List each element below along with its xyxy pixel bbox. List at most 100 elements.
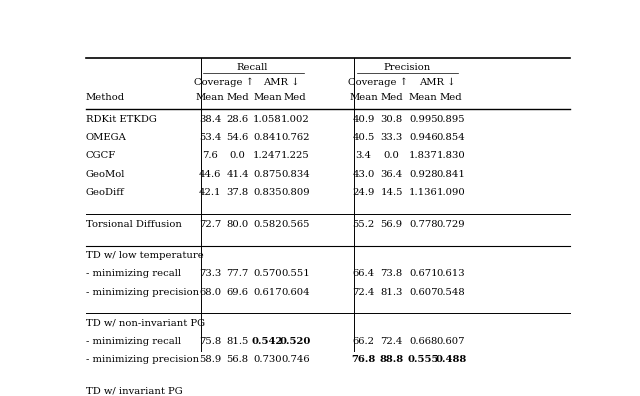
Text: 0.548: 0.548 — [436, 287, 465, 297]
Text: Mean: Mean — [196, 93, 225, 102]
Text: - minimizing precision: - minimizing precision — [86, 287, 199, 297]
Text: 40.5: 40.5 — [353, 133, 375, 142]
Text: 1.247: 1.247 — [253, 151, 282, 160]
Text: 1.837: 1.837 — [409, 151, 438, 160]
Text: 73.8: 73.8 — [380, 269, 403, 278]
Text: 0.778: 0.778 — [409, 220, 438, 229]
Text: 0.565: 0.565 — [281, 220, 310, 229]
Text: 75.8: 75.8 — [199, 337, 221, 346]
Text: 56.8: 56.8 — [227, 355, 249, 364]
Text: 80.0: 80.0 — [227, 220, 249, 229]
Text: 0.841: 0.841 — [436, 169, 465, 179]
Text: 1.090: 1.090 — [436, 188, 465, 197]
Text: 88.8: 88.8 — [380, 355, 404, 364]
Text: 0.671: 0.671 — [409, 269, 438, 278]
Text: 0.551: 0.551 — [281, 269, 310, 278]
Text: 0.854: 0.854 — [436, 133, 465, 142]
Text: Coverage ↑: Coverage ↑ — [194, 78, 254, 87]
Text: 3.4: 3.4 — [356, 151, 372, 160]
Text: 66.4: 66.4 — [353, 269, 375, 278]
Text: - minimizing recall: - minimizing recall — [86, 337, 181, 346]
Text: 0.0: 0.0 — [383, 151, 399, 160]
Text: 44.6: 44.6 — [199, 169, 221, 179]
Text: 0.730: 0.730 — [253, 355, 282, 364]
Text: CGCF: CGCF — [86, 151, 116, 160]
Text: Med: Med — [440, 93, 462, 102]
Text: 1.225: 1.225 — [281, 151, 310, 160]
Text: 0.841: 0.841 — [253, 133, 282, 142]
Text: 81.5: 81.5 — [227, 337, 249, 346]
Text: 0.895: 0.895 — [436, 115, 465, 124]
Text: GeoMol: GeoMol — [86, 169, 125, 179]
Text: 0.582: 0.582 — [253, 220, 282, 229]
Text: 0.809: 0.809 — [281, 188, 310, 197]
Text: 0.946: 0.946 — [409, 133, 438, 142]
Text: Mean: Mean — [253, 93, 282, 102]
Text: 1.002: 1.002 — [281, 115, 310, 124]
Text: 68.0: 68.0 — [199, 287, 221, 297]
Text: 56.9: 56.9 — [380, 220, 403, 229]
Text: Med: Med — [227, 93, 249, 102]
Text: 43.0: 43.0 — [353, 169, 375, 179]
Text: 42.1: 42.1 — [198, 188, 221, 197]
Text: Torsional Diffusion: Torsional Diffusion — [86, 220, 182, 229]
Text: 54.6: 54.6 — [227, 133, 249, 142]
Text: 0.604: 0.604 — [281, 287, 310, 297]
Text: 28.6: 28.6 — [227, 115, 249, 124]
Text: AMR ↓: AMR ↓ — [419, 78, 456, 87]
Text: 72.4: 72.4 — [380, 337, 403, 346]
Text: Method: Method — [86, 93, 125, 102]
Text: 7.6: 7.6 — [202, 151, 218, 160]
Text: OMEGA: OMEGA — [86, 133, 127, 142]
Text: Med: Med — [284, 93, 307, 102]
Text: 81.3: 81.3 — [380, 287, 403, 297]
Text: Mean: Mean — [409, 93, 438, 102]
Text: 0.607: 0.607 — [409, 287, 438, 297]
Text: 0.729: 0.729 — [436, 220, 465, 229]
Text: RDKit ETKDG: RDKit ETKDG — [86, 115, 157, 124]
Text: 40.9: 40.9 — [353, 115, 375, 124]
Text: 0.928: 0.928 — [409, 169, 438, 179]
Text: 41.4: 41.4 — [227, 169, 249, 179]
Text: 0.607: 0.607 — [436, 337, 465, 346]
Text: 38.4: 38.4 — [199, 115, 221, 124]
Text: Mean: Mean — [349, 93, 378, 102]
Text: 76.8: 76.8 — [351, 355, 376, 364]
Text: 0.762: 0.762 — [281, 133, 310, 142]
Text: 0.835: 0.835 — [253, 188, 282, 197]
Text: 0.995: 0.995 — [409, 115, 438, 124]
Text: Recall: Recall — [237, 63, 268, 72]
Text: 72.4: 72.4 — [353, 287, 375, 297]
Text: 66.2: 66.2 — [353, 337, 374, 346]
Text: TD w/ non-invariant PG: TD w/ non-invariant PG — [86, 319, 205, 327]
Text: 0.555: 0.555 — [408, 355, 439, 364]
Text: 1.830: 1.830 — [436, 151, 465, 160]
Text: AMR ↓: AMR ↓ — [263, 78, 300, 87]
Text: 73.3: 73.3 — [199, 269, 221, 278]
Text: 30.8: 30.8 — [380, 115, 403, 124]
Text: 33.3: 33.3 — [380, 133, 403, 142]
Text: 0.542: 0.542 — [252, 337, 283, 346]
Text: 58.9: 58.9 — [199, 355, 221, 364]
Text: 1.136: 1.136 — [409, 188, 438, 197]
Text: 1.058: 1.058 — [253, 115, 282, 124]
Text: TD w/ invariant PG: TD w/ invariant PG — [86, 386, 182, 395]
Text: - minimizing precision: - minimizing precision — [86, 355, 199, 364]
Text: 24.9: 24.9 — [353, 188, 375, 197]
Text: 0.746: 0.746 — [281, 355, 310, 364]
Text: 77.7: 77.7 — [227, 269, 249, 278]
Text: 0.875: 0.875 — [253, 169, 282, 179]
Text: 53.4: 53.4 — [199, 133, 221, 142]
Text: 36.4: 36.4 — [380, 169, 403, 179]
Text: 0.570: 0.570 — [253, 269, 282, 278]
Text: GeoDiff: GeoDiff — [86, 188, 125, 197]
Text: 0.668: 0.668 — [409, 337, 437, 346]
Text: 55.2: 55.2 — [353, 220, 375, 229]
Text: 37.8: 37.8 — [227, 188, 249, 197]
Text: Med: Med — [380, 93, 403, 102]
Text: 69.6: 69.6 — [227, 287, 249, 297]
Text: 0.520: 0.520 — [280, 337, 311, 346]
Text: 0.834: 0.834 — [281, 169, 310, 179]
Text: TD w/ low temperature: TD w/ low temperature — [86, 251, 204, 260]
Text: - minimizing recall: - minimizing recall — [86, 269, 181, 278]
